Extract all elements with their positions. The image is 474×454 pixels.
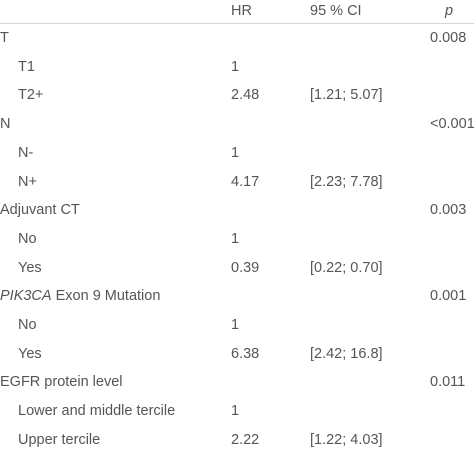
table-row: No 1 [0, 311, 474, 339]
table-row: No 1 [0, 225, 474, 253]
row-p: 0.003 [430, 202, 467, 219]
row-label: N [0, 110, 10, 138]
table-row: T 0.008 [0, 24, 474, 52]
row-label: T [0, 24, 9, 52]
header-rule [0, 23, 474, 24]
table-row: Upper tercile 2.22 [1.22; 4.03] [0, 426, 474, 454]
row-hr: 2.48 [231, 87, 260, 104]
row-label-text: EGFR protein level [0, 374, 123, 391]
row-label-text: Yes [18, 259, 42, 276]
row-label: N- [18, 139, 33, 167]
row-ci: [1.22; 4.03] [310, 431, 383, 448]
row-label: No [18, 225, 37, 253]
row-ci: [2.42; 16.8] [310, 345, 383, 362]
table-row: N <0.001 [0, 110, 474, 138]
row-label-text: T [0, 30, 9, 46]
row-label: T1 [18, 53, 35, 81]
row-label-text: Exon 9 Mutation [51, 288, 161, 305]
row-ci: [0.22; 0.70] [310, 259, 383, 276]
row-label: Adjuvant CT [0, 196, 80, 224]
row-ci: [1.21; 5.07] [310, 87, 383, 104]
row-hr: 0.39 [231, 259, 260, 276]
table-row: PIK3CA Exon 9 Mutation 0.001 [0, 282, 474, 310]
row-label-text: N [0, 116, 11, 133]
table-row: Adjuvant CT 0.003 [0, 196, 474, 224]
row-label-text: Upper tercile [18, 431, 101, 448]
row-hr: 1 [231, 317, 240, 333]
row-label: EGFR protein level [0, 368, 123, 396]
header-ci: 95 % CI [310, 3, 362, 19]
row-label-text: T2+ [18, 87, 44, 104]
row-label-gene: PIK3CA [0, 288, 52, 305]
row-label: Upper tercile [18, 426, 100, 454]
row-label: Lower and middle tercile [18, 397, 175, 425]
table-row: N+ 4.17 [2.23; 7.78] [0, 168, 474, 196]
row-label-text: No [18, 230, 37, 247]
row-p: 0.011 [430, 374, 466, 391]
row-p: 0.001 [430, 288, 467, 305]
row-label: T2+ [18, 81, 43, 109]
row-hr: 1 [231, 230, 240, 247]
row-label: Yes [18, 254, 42, 282]
table-header: HR 95 % CI p [0, 0, 474, 25]
row-p: 0.008 [430, 30, 467, 46]
row-label-text: No [18, 317, 37, 333]
row-hr: 1 [231, 144, 240, 161]
row-label-text: Lower and middle tercile [18, 403, 176, 420]
table-row: Lower and middle tercile 1 [0, 397, 474, 425]
row-label-text: Yes [18, 345, 42, 362]
header-hr: HR [231, 3, 252, 19]
row-label: N+ [18, 168, 37, 196]
table-row: N- 1 [0, 139, 474, 167]
table-row: T2+ 2.48 [1.21; 5.07] [0, 81, 474, 109]
table-row: EGFR protein level 0.011 [0, 368, 474, 396]
table-row: T1 1 [0, 53, 474, 81]
row-label-text: N+ [18, 173, 37, 190]
row-label: No [18, 311, 37, 339]
row-hr: 2.22 [231, 431, 260, 448]
row-hr: 1 [231, 403, 240, 420]
row-label-text: T1 [18, 58, 35, 75]
table-row: Yes 6.38 [2.42; 16.8] [0, 340, 474, 368]
row-label: PIK3CA Exon 9 Mutation [0, 282, 160, 310]
table-row: Yes 0.39 [0.22; 0.70] [0, 254, 474, 282]
row-p: <0.001 [430, 116, 474, 133]
row-label-text: Adjuvant CT [0, 202, 80, 219]
row-label-text: N- [18, 144, 34, 161]
header-p: p [445, 3, 454, 19]
row-hr: 4.17 [231, 173, 260, 190]
row-hr: 6.38 [231, 345, 260, 362]
row-label: Yes [18, 340, 42, 368]
row-ci: [2.23; 7.78] [310, 173, 383, 190]
row-hr: 1 [231, 58, 240, 75]
